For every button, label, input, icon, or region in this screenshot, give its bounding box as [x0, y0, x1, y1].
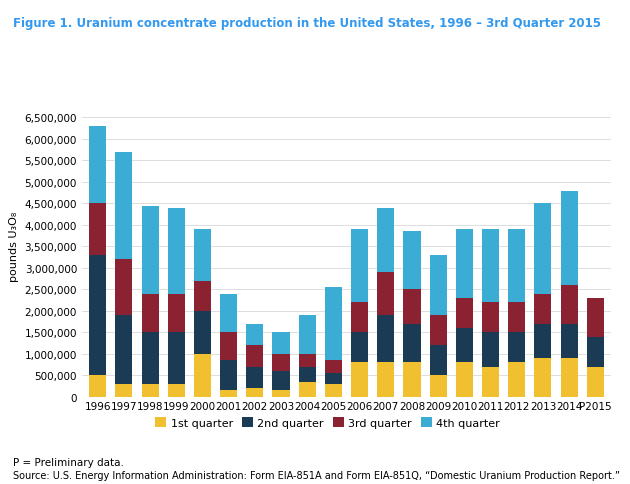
Bar	[482, 367, 499, 397]
Bar	[456, 298, 473, 328]
Bar	[403, 363, 420, 397]
Bar	[325, 287, 342, 361]
Bar	[168, 333, 185, 384]
Bar	[220, 391, 237, 397]
Bar	[508, 230, 525, 302]
Bar	[561, 286, 578, 324]
Bar	[403, 324, 420, 363]
Bar	[325, 384, 342, 397]
Bar	[377, 208, 394, 272]
Bar	[430, 376, 447, 397]
Bar	[168, 208, 185, 294]
Bar	[482, 302, 499, 333]
Bar	[299, 367, 316, 382]
Bar	[561, 358, 578, 397]
Bar	[351, 230, 368, 302]
Bar	[142, 294, 159, 333]
Bar	[89, 376, 106, 397]
Bar	[89, 127, 106, 204]
Bar	[115, 384, 132, 397]
Bar	[246, 324, 263, 346]
Bar	[273, 391, 290, 397]
Bar	[534, 204, 551, 294]
Bar	[534, 358, 551, 397]
Bar	[142, 206, 159, 294]
Bar	[299, 354, 316, 367]
Y-axis label: pounds U₃O₈: pounds U₃O₈	[9, 212, 19, 282]
Bar	[534, 324, 551, 358]
Bar	[403, 290, 420, 324]
Bar	[89, 256, 106, 376]
Bar	[220, 294, 237, 333]
Bar	[403, 232, 420, 290]
Bar	[194, 230, 211, 281]
Bar	[508, 363, 525, 397]
Bar	[561, 191, 578, 286]
Bar	[456, 328, 473, 363]
Bar	[194, 311, 211, 354]
Bar	[508, 333, 525, 363]
Bar	[273, 354, 290, 371]
Bar	[325, 373, 342, 384]
Bar	[456, 230, 473, 298]
Bar	[587, 337, 604, 367]
Bar	[246, 346, 263, 367]
Bar	[89, 204, 106, 256]
Bar	[430, 256, 447, 316]
Bar	[220, 361, 237, 391]
Bar	[351, 302, 368, 333]
Bar	[325, 361, 342, 373]
Bar	[482, 230, 499, 302]
Bar	[351, 333, 368, 363]
Bar	[115, 260, 132, 316]
Bar	[587, 298, 604, 337]
Bar	[299, 316, 316, 354]
Bar	[377, 272, 394, 316]
Bar	[534, 294, 551, 324]
Bar	[351, 363, 368, 397]
Bar	[194, 354, 211, 397]
Bar	[168, 294, 185, 333]
Bar	[246, 367, 263, 388]
Bar	[430, 346, 447, 376]
Bar	[115, 316, 132, 384]
Bar	[168, 384, 185, 397]
Bar	[377, 316, 394, 363]
Bar	[220, 333, 237, 361]
Bar	[561, 324, 578, 358]
Bar	[142, 333, 159, 384]
Bar	[142, 384, 159, 397]
Bar	[246, 388, 263, 397]
Bar	[430, 316, 447, 346]
Bar	[115, 152, 132, 260]
Bar	[508, 302, 525, 333]
Bar	[299, 382, 316, 397]
Bar	[273, 333, 290, 354]
Text: Source: U.S. Energy Information Administration: Form EIA-851A and Form EIA-851Q,: Source: U.S. Energy Information Administ…	[13, 470, 619, 481]
Bar	[194, 281, 211, 311]
Bar	[273, 371, 290, 391]
Bar	[456, 363, 473, 397]
Text: P = Preliminary data.: P = Preliminary data.	[13, 457, 123, 468]
Legend: 1st quarter, 2nd quarter, 3rd quarter, 4th quarter: 1st quarter, 2nd quarter, 3rd quarter, 4…	[151, 413, 505, 433]
Text: Figure 1. Uranium concentrate production in the United States, 1996 – 3rd Quarte: Figure 1. Uranium concentrate production…	[13, 17, 600, 30]
Bar	[377, 363, 394, 397]
Bar	[587, 367, 604, 397]
Bar	[482, 333, 499, 367]
